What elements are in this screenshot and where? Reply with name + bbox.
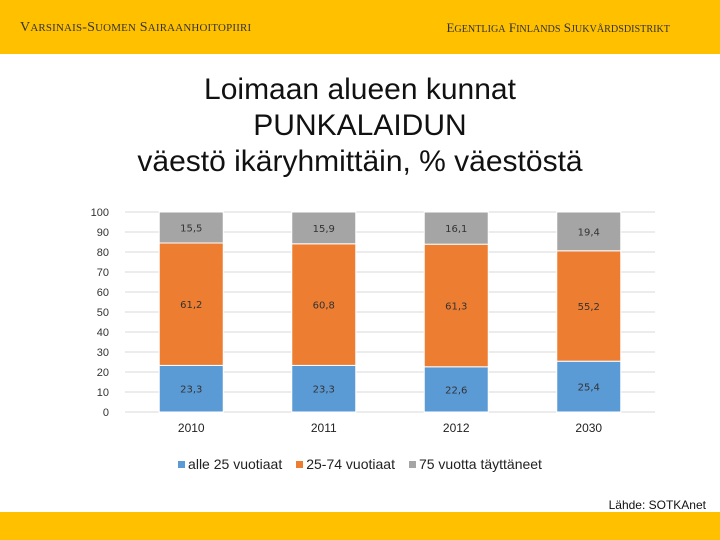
x-tick-label: 2010	[178, 421, 205, 435]
legend-label-25-74: 25-74 vuotiaat	[306, 456, 395, 472]
x-tick-label: 2030	[575, 421, 602, 435]
data-label: 60,8	[313, 301, 335, 312]
legend-swatch-25-74	[296, 460, 304, 468]
title-line-3: väestö ikäryhmittäin, % väestöstä	[137, 145, 583, 178]
bar-segment	[158, 364, 224, 413]
y-tick-label: 70	[97, 267, 109, 279]
data-label: 25,4	[578, 383, 600, 394]
bar-segment	[158, 211, 224, 244]
source-note: Lähde: SOTKAnet	[608, 498, 706, 512]
data-label: 55,2	[578, 302, 600, 313]
legend: alle 25 vuotiaat 25-74 vuotiaat 75 vuott…	[0, 456, 720, 472]
data-label: 23,3	[180, 385, 202, 396]
chart-title: Loimaan alueen kunnat PUNKALAIDUN väestö…	[0, 72, 720, 180]
y-tick-label: 60	[97, 287, 109, 299]
title-line-2: PUNKALAIDUN	[253, 109, 467, 142]
legend-item-75-plus: 75 vuotta täyttäneet	[408, 456, 542, 472]
x-tick-label: 2011	[311, 421, 337, 435]
y-tick-label: 90	[97, 227, 109, 239]
legend-label-under-25: alle 25 vuotiaat	[188, 456, 283, 472]
bar-segment	[158, 242, 224, 366]
bar-segment	[423, 243, 489, 368]
bar-segment	[556, 360, 622, 413]
y-tick-label: 30	[97, 347, 109, 359]
legend-swatch-under-25	[178, 460, 186, 468]
y-tick-label: 80	[97, 247, 109, 259]
bar-segment	[423, 211, 489, 245]
legend-swatch-75-plus	[408, 460, 416, 468]
y-tick-label: 10	[97, 387, 109, 399]
data-label: 15,5	[180, 224, 202, 235]
data-label: 15,9	[313, 224, 335, 235]
x-tick-label: 2012	[443, 421, 470, 435]
footer-band	[0, 512, 720, 540]
data-label: 61,2	[180, 300, 202, 311]
bar-segment	[291, 211, 357, 245]
header-right-text: EGENTLIGA FINLANDS SJUKVÅRDSDISTRIKT	[446, 20, 670, 35]
stacked-bar-chart: 010203040506070809010023,361,215,5201023…	[91, 207, 655, 435]
y-tick-label: 40	[97, 327, 109, 339]
header-band: VARSINAIS-SUOMEN SAIRAANHOITOPIIRI EGENT…	[0, 0, 720, 54]
y-tick-label: 0	[103, 407, 109, 419]
legend-item-under-25: alle 25 vuotiaat	[178, 456, 282, 472]
legend-item-25-74: 25-74 vuotiaat	[296, 456, 395, 472]
y-tick-label: 100	[91, 207, 109, 219]
data-label: 19,4	[578, 227, 600, 238]
data-label: 22,6	[445, 385, 467, 396]
data-label: 16,1	[445, 224, 467, 235]
data-label: 23,3	[313, 385, 335, 396]
bar-segment	[423, 366, 489, 413]
y-tick-label: 50	[97, 307, 109, 319]
bar-segment	[556, 250, 622, 362]
bar-segment	[556, 211, 622, 252]
legend-label-75-plus: 75 vuotta täyttäneet	[418, 456, 542, 472]
data-label: 61,3	[445, 302, 467, 313]
y-tick-label: 20	[97, 367, 109, 379]
header-left-text: VARSINAIS-SUOMEN SAIRAANHOITOPIIRI	[20, 20, 252, 35]
title-line-1: Loimaan alueen kunnat	[204, 73, 516, 106]
bar-segment	[291, 364, 357, 413]
bar-segment	[291, 243, 357, 366]
